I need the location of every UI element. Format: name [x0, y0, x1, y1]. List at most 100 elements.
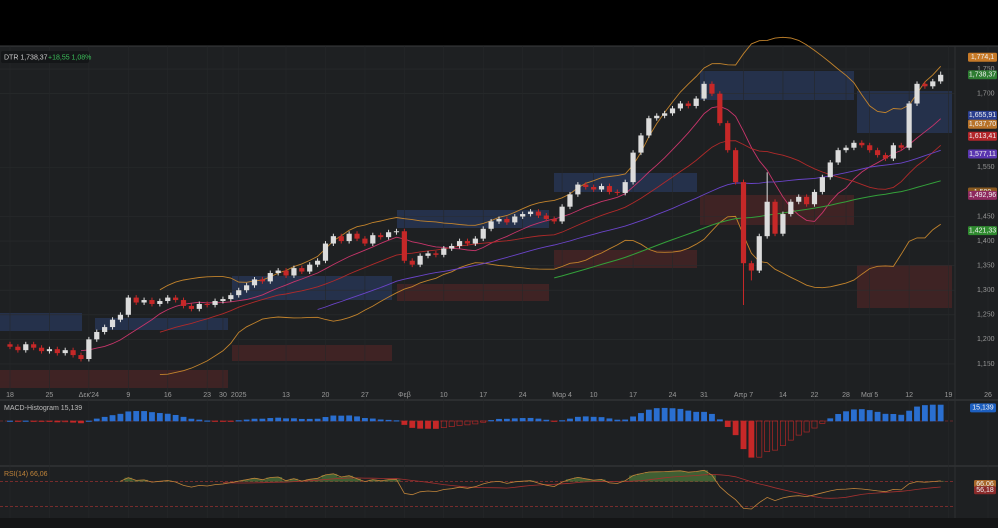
- candle-body: [764, 201, 770, 237]
- macd-bar: [685, 410, 692, 422]
- macd-bar: [874, 411, 881, 422]
- moving-average: [554, 180, 941, 279]
- candle-body: [906, 103, 912, 148]
- moving-average: [159, 140, 941, 333]
- candle-body: [275, 270, 281, 274]
- candle-body: [914, 83, 920, 104]
- macd-bar: [433, 420, 439, 429]
- y-tick-label: 1,350: [977, 262, 995, 269]
- macd-bar: [472, 420, 479, 425]
- x-tick-label: 26: [984, 392, 992, 399]
- macd-bar: [338, 415, 345, 422]
- macd-bar: [914, 406, 920, 422]
- macd-bar: [235, 420, 242, 422]
- candle-body: [472, 238, 478, 244]
- demand-zone: [857, 265, 952, 308]
- x-tick-label: Δεκ'24: [79, 392, 100, 399]
- candle-body: [165, 297, 171, 302]
- candle-body: [15, 346, 21, 351]
- macd-bar: [819, 420, 826, 424]
- zones: [0, 71, 952, 388]
- candle-body: [188, 305, 195, 309]
- candle-body: [575, 184, 581, 195]
- candle-body: [86, 339, 92, 360]
- candle-body: [149, 300, 155, 304]
- candle-body: [725, 123, 731, 151]
- macd-bar: [283, 418, 289, 422]
- x-tick-label: 17: [479, 392, 487, 399]
- candle-body: [930, 81, 936, 87]
- candle-body: [867, 145, 873, 151]
- macd-bar: [511, 418, 518, 422]
- y-tick-label: 1,550: [977, 164, 995, 171]
- macd-bar: [843, 411, 849, 422]
- candle-body: [314, 260, 321, 265]
- macd-bar: [645, 409, 652, 422]
- candle-body: [819, 177, 825, 192]
- candle-body: [409, 260, 415, 265]
- candle-body: [291, 268, 297, 276]
- candle-body: [662, 113, 668, 116]
- candle-body: [693, 98, 699, 106]
- candle-body: [882, 155, 889, 159]
- macd-bar: [393, 420, 400, 422]
- candle-body: [54, 349, 60, 354]
- candle-body: [748, 263, 754, 271]
- candle-body: [109, 319, 116, 328]
- y-tick-label: 1,700: [977, 91, 995, 98]
- y-tick-label: 1,400: [977, 238, 995, 245]
- macd-bar: [38, 420, 45, 422]
- macd-bar: [369, 418, 376, 422]
- y-tick-label: 1,200: [977, 336, 995, 343]
- candle-body: [638, 135, 644, 153]
- macd-bar: [614, 419, 621, 422]
- macd-bar: [251, 418, 258, 422]
- price-badge-label: 1,421,33: [969, 227, 996, 234]
- x-tick-label: 30: [219, 392, 227, 399]
- macd-bar: [622, 419, 629, 422]
- macd-bar: [14, 420, 21, 422]
- macd-bar: [756, 420, 763, 458]
- candle-body: [938, 74, 944, 82]
- macd-bar: [740, 420, 747, 450]
- macd-bar: [417, 420, 424, 429]
- macd-bar: [30, 420, 37, 422]
- candle-body: [559, 206, 565, 222]
- candle-body: [212, 301, 218, 305]
- candle-body: [567, 194, 573, 207]
- macd-bar: [480, 420, 487, 423]
- demand-zone: [554, 250, 697, 268]
- candle-body: [393, 231, 400, 233]
- candle-body: [338, 236, 344, 242]
- candle-body: [543, 215, 549, 219]
- candle-body: [441, 248, 447, 255]
- macd-bar: [330, 415, 337, 422]
- macd-bar: [401, 420, 408, 425]
- macd-bar: [677, 408, 684, 422]
- macd-bar: [567, 418, 573, 422]
- candle-body: [307, 264, 313, 272]
- macd-bar: [141, 411, 147, 422]
- macd-bar: [196, 419, 203, 422]
- macd-bar: [701, 411, 707, 422]
- y-tick-label: 1,150: [977, 361, 995, 368]
- macd-bar: [204, 420, 211, 422]
- macd-bar: [46, 420, 53, 422]
- candle-body: [488, 221, 494, 229]
- macd-bar: [448, 420, 455, 428]
- macd-bar: [275, 417, 282, 422]
- toolbar: [0, 518, 998, 528]
- x-tick-label: Απρ 7: [734, 392, 753, 399]
- macd-bar: [716, 419, 723, 422]
- price-badge: [968, 131, 997, 141]
- x-tick-label: 22: [811, 392, 819, 399]
- macd-bar: [803, 420, 810, 433]
- macd-bar: [85, 420, 92, 422]
- macd-bar: [377, 419, 384, 422]
- price-badge-label: 1,613,41: [969, 133, 996, 140]
- candle-body: [141, 300, 147, 303]
- x-tick-label: 20: [322, 392, 330, 399]
- rsi-title: RSI(14) 66,06: [4, 471, 48, 478]
- macd-bar: [551, 420, 558, 422]
